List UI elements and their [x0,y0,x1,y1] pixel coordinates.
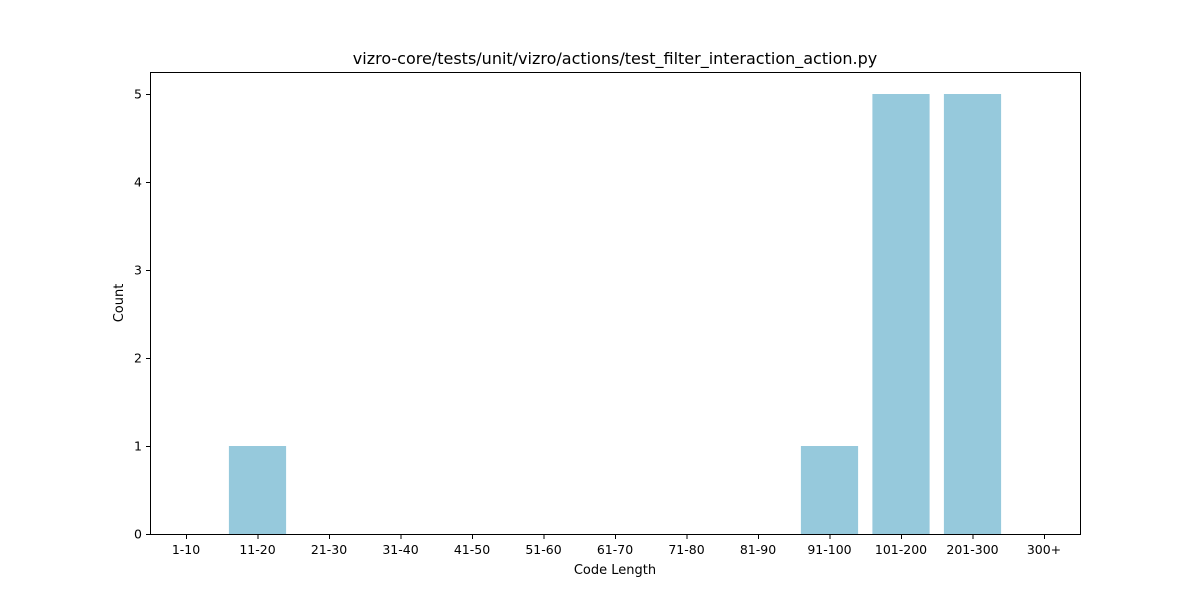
x-tick-label: 101-200 [875,542,927,557]
x-tick-label: 31-40 [382,542,418,557]
y-tick-label: 1 [134,439,142,454]
y-tick-label: 3 [134,263,142,278]
x-tick-label: 81-90 [740,542,776,557]
bar-11-20 [228,446,287,534]
bar-91-100 [800,446,859,534]
x-tick-label: 21-30 [311,542,347,557]
x-axis-ticks: 1-10 11-20 21-30 31-40 41-50 51-60 61-70 71-80 8… [172,534,1061,557]
y-tick-label: 5 [134,87,142,102]
x-tick-label: 41-50 [454,542,490,557]
plot-frame [150,72,1081,535]
y-tick-label: 4 [134,175,142,190]
x-tick-label: 201-300 [946,542,998,557]
y-axis-label: Count [112,284,127,323]
y-tick-label: 2 [134,351,142,366]
x-tick-label: 300+ [1027,542,1061,557]
x-tick-label: 71-80 [668,542,704,557]
x-tick-label: 61-70 [597,542,633,557]
chart-title: vizro-core/tests/unit/vizro/actions/test… [353,49,877,69]
x-axis-label: Code Length [574,563,656,578]
bars-group [228,94,1002,534]
x-tick-label: 51-60 [525,542,561,557]
y-axis-ticks: 0 1 2 3 4 5 [134,87,151,542]
x-tick-label: 91-100 [807,542,851,557]
x-tick-label: 1-10 [172,542,200,557]
y-tick-label: 0 [134,527,142,542]
bar-101-200 [872,94,930,534]
x-tick-label: 11-20 [239,542,275,557]
bar-201-300 [943,94,1002,534]
